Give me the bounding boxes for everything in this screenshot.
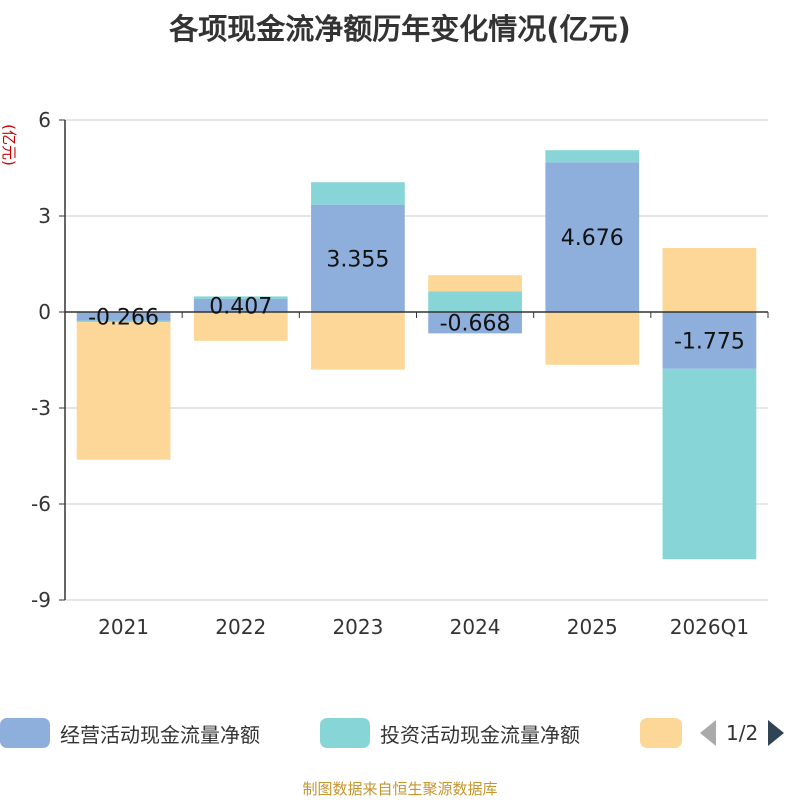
bar-investing-2024 <box>428 291 522 312</box>
bars <box>76 150 757 560</box>
x-tick-label: 2024 <box>450 615 501 639</box>
bar-financing-2023 <box>311 312 405 370</box>
legend-swatch-operating <box>0 718 50 748</box>
y-tick-label: 0 <box>38 300 51 324</box>
bar-operating-2023 <box>311 204 405 312</box>
y-tick-label: -9 <box>31 588 51 612</box>
bar-operating-2026Q1 <box>662 312 757 369</box>
bar-financing-2024 <box>428 275 522 292</box>
axes: 6 3 0 -3 -6 -9 (亿元) 2021 2022 2023 2024 2025 2026Q1 <box>0 108 769 639</box>
bar-investing-2025 <box>545 150 640 163</box>
bar-operating-2021 <box>76 312 171 321</box>
x-tick-label: 2021 <box>98 615 149 639</box>
data-label-2025: 4.676 <box>561 226 624 251</box>
bar-operating-2025 <box>545 162 640 312</box>
legend-swatch-investing <box>320 718 370 748</box>
x-tick-label: 2026Q1 <box>670 615 749 639</box>
y-tick-label: -6 <box>31 492 51 516</box>
bar-investing-2022 <box>193 296 288 299</box>
y-axis-unit-label: (亿元) <box>0 124 18 166</box>
legend-label-investing: 投资活动现金流量净额 <box>380 722 580 747</box>
legend-item-operating[interactable]: 经营活动现金流量净额 <box>0 718 260 748</box>
bar-operating-2024 <box>428 312 522 334</box>
data-label-2026Q1: -1.775 <box>674 329 745 354</box>
chart-area: 630-3-6-9(亿元)2021 2022 2023 2024 2025 2026Q1 … <box>0 108 769 639</box>
data-label-2024: -0.668 <box>440 312 511 337</box>
legend-label-operating: 经营活动现金流量净额 <box>60 722 260 747</box>
bar-financing-2022 <box>193 312 288 341</box>
y-tick-label: 3 <box>38 204 51 228</box>
legend-page-indicator: 1/2 <box>726 721 759 745</box>
data-label-2022: 0.407 <box>209 294 272 319</box>
legend-item-investing[interactable]: 投资活动现金流量净额 <box>320 718 580 748</box>
data-labels: -0.266 0.407 3.355 -0.668 4.676 -1.775 <box>88 226 745 354</box>
legend-prev-icon[interactable] <box>700 720 716 746</box>
y-tick-label: 6 <box>38 108 51 132</box>
bar-investing-2021 <box>76 320 171 323</box>
y-tick-label: -3 <box>31 396 51 420</box>
bar-investing-2026Q1 <box>662 368 757 560</box>
bar-investing-2023 <box>311 182 405 205</box>
legend-next-icon[interactable] <box>768 720 785 746</box>
x-tick-label: 2022 <box>215 615 266 639</box>
bar-financing-2021 <box>76 322 171 460</box>
legend-pager: 1/2 <box>700 718 785 748</box>
bar-operating-2022 <box>193 298 288 312</box>
gridlines <box>65 119 768 601</box>
legend-item-financing[interactable] <box>640 718 682 748</box>
data-label-2021: -0.266 <box>88 305 159 330</box>
data-label-2023: 3.355 <box>326 247 389 272</box>
legend: 经营活动现金流量净额 投资活动现金流量净额 1/2 <box>0 712 800 756</box>
bar-financing-2025 <box>545 312 640 365</box>
chart-title: 各项现金流净额历年变化情况(亿元) <box>169 12 631 46</box>
legend-swatch-financing <box>640 718 682 748</box>
data-source-note: 制图数据来自恒生聚源数据库 <box>302 780 498 798</box>
x-tick-label: 2023 <box>332 615 383 639</box>
bar-financing-2026Q1 <box>662 248 757 312</box>
x-tick-label: 2025 <box>567 615 618 639</box>
